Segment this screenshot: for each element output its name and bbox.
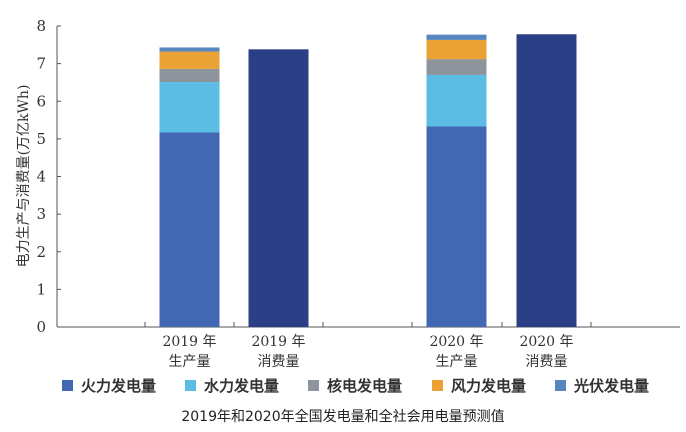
legend-swatch bbox=[185, 380, 196, 391]
bar-segment-5 bbox=[426, 34, 487, 40]
bar-segment-5 bbox=[159, 47, 220, 52]
legend-swatch bbox=[432, 380, 443, 391]
bar-segment-1 bbox=[159, 132, 220, 327]
category-label-year: 2020 年 bbox=[429, 334, 483, 350]
category-label-year: 2019 年 bbox=[162, 334, 216, 350]
legend-label: 核电发电量 bbox=[327, 377, 402, 395]
legend-swatch bbox=[62, 380, 73, 391]
legend-label: 火力发电量 bbox=[81, 377, 156, 395]
bar-segment-3 bbox=[159, 68, 220, 83]
consumption-bar bbox=[516, 34, 577, 328]
y-tick-label: 5 bbox=[36, 130, 46, 148]
legend: 火力发电量 水力发电量 核电发电量 风力发电量 光伏发电量 bbox=[62, 377, 649, 395]
axes: 0 1 2 3 4 5 6 7 8 bbox=[36, 17, 680, 336]
bar-segment-4 bbox=[159, 51, 220, 69]
bar-segment-1 bbox=[426, 126, 487, 328]
category-label-year: 2020 年 bbox=[519, 334, 573, 350]
chart-caption: 2019年和2020年全国发电量和全社会用电量预测值 bbox=[181, 408, 504, 425]
bar-segment-3 bbox=[426, 59, 487, 75]
legend-item: 水力发电量 bbox=[185, 377, 279, 395]
legend-item: 光伏发电量 bbox=[555, 377, 649, 395]
category-label-type: 生产量 bbox=[169, 354, 211, 370]
category-label-year: 2019 年 bbox=[251, 334, 305, 350]
consumption-bar bbox=[248, 49, 309, 327]
y-tick-label: 6 bbox=[36, 92, 46, 110]
legend-item: 风力发电量 bbox=[432, 377, 526, 395]
legend-item: 火力发电量 bbox=[62, 377, 156, 395]
category-label-type: 生产量 bbox=[436, 354, 478, 370]
legend-label: 水力发电量 bbox=[204, 377, 279, 395]
y-tick-label: 7 bbox=[36, 55, 46, 73]
legend-label: 风力发电量 bbox=[451, 377, 526, 395]
bar-segment-4 bbox=[426, 39, 487, 60]
bars bbox=[159, 34, 577, 328]
y-tick-label: 0 bbox=[36, 318, 46, 336]
legend-label: 光伏发电量 bbox=[573, 377, 649, 395]
legend-item: 核电发电量 bbox=[308, 377, 402, 395]
y-tick-label: 3 bbox=[36, 205, 46, 223]
category-label-type: 消费量 bbox=[526, 354, 568, 370]
y-axis-label: 电力生产与消费量(万亿kWh) bbox=[16, 85, 32, 268]
y-tick-label: 1 bbox=[36, 280, 46, 298]
y-tick-label: 2 bbox=[36, 243, 46, 261]
legend-swatch bbox=[308, 380, 319, 391]
y-tick-label: 8 bbox=[36, 17, 46, 35]
legend-swatch bbox=[555, 380, 566, 391]
category-label-type: 消费量 bbox=[258, 354, 300, 370]
bar-segment-2 bbox=[159, 82, 220, 133]
y-tick-label: 4 bbox=[36, 168, 46, 186]
bar-segment-2 bbox=[426, 74, 487, 127]
